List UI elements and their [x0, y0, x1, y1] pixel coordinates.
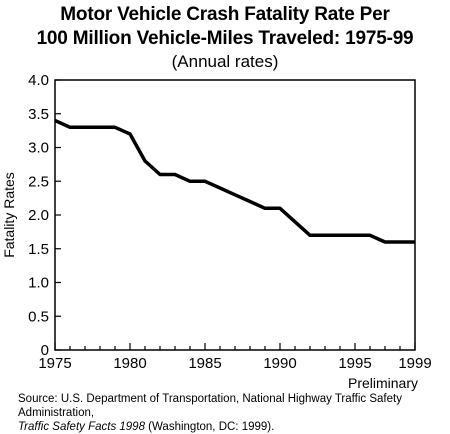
plot-frame: [55, 80, 415, 350]
source-prefix: Source: U.S. Department of Transportatio…: [18, 393, 402, 419]
x-tick-label: 1990: [263, 355, 296, 372]
x-axis-ticks: 1975 1980 1985 1990 1995 1999: [38, 343, 431, 372]
y-tick-label: 3.0: [28, 140, 49, 157]
y-tick-label: 4.0: [28, 72, 49, 89]
y-tick-label: 1.5: [28, 241, 49, 258]
x-tick-label: 1995: [338, 355, 371, 372]
y-tick-label: 1.0: [28, 275, 49, 292]
x-tick-label: 1985: [188, 355, 221, 372]
y-axis-ticks: 00.51.01.52.02.53.03.54.0: [28, 72, 61, 359]
y-tick-label: 2.5: [28, 173, 49, 190]
x-tick-label: 1975: [38, 355, 71, 372]
x-tick-label: 1999: [398, 355, 431, 372]
series-line: [55, 121, 415, 243]
source-italic-title: Traffic Safety Facts 1998: [18, 421, 145, 433]
y-axis-label: Fatality Rates: [1, 172, 17, 258]
x-axis-note: Preliminary: [348, 375, 418, 391]
x-tick-label: 1980: [113, 355, 146, 372]
source-note: Source: U.S. Department of Transportatio…: [18, 392, 438, 434]
y-tick-label: 3.5: [28, 106, 49, 123]
y-tick-label: 2.0: [28, 207, 49, 224]
y-tick-label: 0.5: [28, 308, 49, 325]
data-series: [55, 120, 415, 242]
source-suffix: (Washington, DC: 1999).: [145, 421, 274, 433]
chart-axes: [55, 80, 415, 350]
